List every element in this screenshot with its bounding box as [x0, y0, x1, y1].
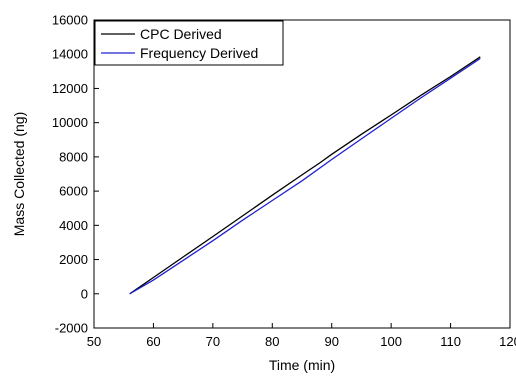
x-tick-label: 110	[440, 334, 461, 349]
y-tick-label: 14000	[52, 47, 88, 62]
y-tick-label: 0	[81, 286, 88, 301]
y-tick-label: 10000	[52, 115, 88, 130]
x-tick-label: 120	[499, 334, 516, 349]
legend-box	[94, 20, 284, 66]
series-line-frequency-derived	[129, 57, 481, 295]
y-tick-label: 16000	[52, 13, 88, 28]
x-tick-label: 70	[206, 334, 220, 349]
x-tick-label: 100	[380, 334, 402, 349]
x-tick-label: 80	[265, 334, 279, 349]
y-tick-label: 12000	[52, 81, 88, 96]
y-tick-label: 4000	[59, 218, 88, 233]
y-tick-label: 8000	[59, 149, 88, 164]
legend: CPC Derived Frequency Derived	[94, 20, 284, 66]
series-layer	[129, 56, 481, 295]
x-axis-label: Time (min)	[269, 357, 335, 373]
y-tick-label: 6000	[59, 184, 88, 199]
legend-label: Frequency Derived	[140, 45, 258, 61]
series-line-cpc-derived	[129, 56, 481, 295]
plot-area	[93, 19, 511, 329]
x-axis-ticks: 50 60 70 80 90 100 110 120	[87, 323, 516, 349]
x-tick-label: 60	[146, 334, 160, 349]
legend-label: CPC Derived	[140, 26, 222, 42]
y-axis-ticks: -2000 0 2000 4000 6000 8000 10000 12000 14000 160…	[52, 13, 99, 336]
y-axis-label: Mass Collected (ng)	[11, 112, 27, 237]
y-tick-label: 2000	[59, 252, 88, 267]
x-tick-label: 90	[324, 334, 338, 349]
x-tick-label: 50	[87, 334, 101, 349]
y-tick-label: -2000	[55, 321, 88, 336]
